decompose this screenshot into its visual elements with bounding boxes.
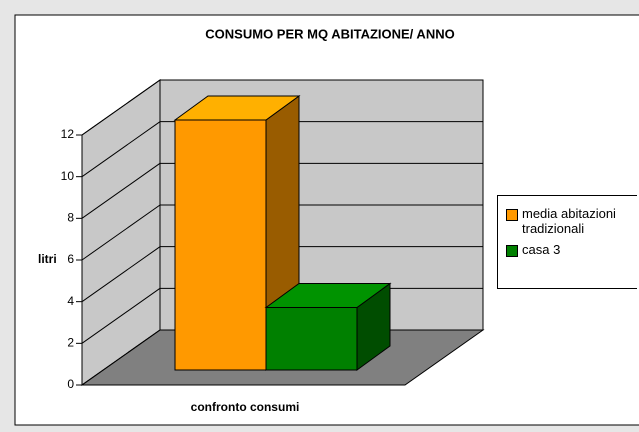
- y-tick-label: 12: [61, 127, 75, 141]
- legend: media abitazioni tradizionali casa 3: [497, 195, 637, 289]
- grid-line: [81, 162, 161, 219]
- legend-label: casa 3: [522, 242, 561, 257]
- bar: [174, 119, 267, 371]
- y-tick-label: 4: [67, 294, 74, 308]
- legend-swatch: [506, 209, 518, 221]
- grid-line: [81, 246, 161, 303]
- grid-line: [81, 121, 161, 178]
- legend-label: media abitazioni tradizionali: [522, 206, 616, 236]
- y-axis-label: litri: [38, 252, 57, 266]
- chart-title: CONSUMO PER MQ ABITAZIONE/ ANNO: [205, 26, 454, 41]
- grid-line: [81, 204, 161, 261]
- y-tick-label: 6: [67, 252, 74, 266]
- y-tick-label: 2: [67, 336, 74, 350]
- grid-line: [81, 329, 161, 386]
- x-tick-label: confronto consumi: [191, 400, 300, 414]
- grid-line: [81, 79, 161, 136]
- legend-item: media abitazioni tradizionali: [506, 206, 637, 236]
- legend-swatch: [506, 245, 518, 257]
- y-tick-label: 10: [61, 169, 75, 183]
- y-tick-label: 8: [67, 211, 74, 225]
- y-tick-label: 0: [67, 377, 74, 391]
- grid-line: [81, 287, 161, 344]
- legend-item: casa 3: [506, 242, 637, 257]
- bar: [265, 307, 358, 371]
